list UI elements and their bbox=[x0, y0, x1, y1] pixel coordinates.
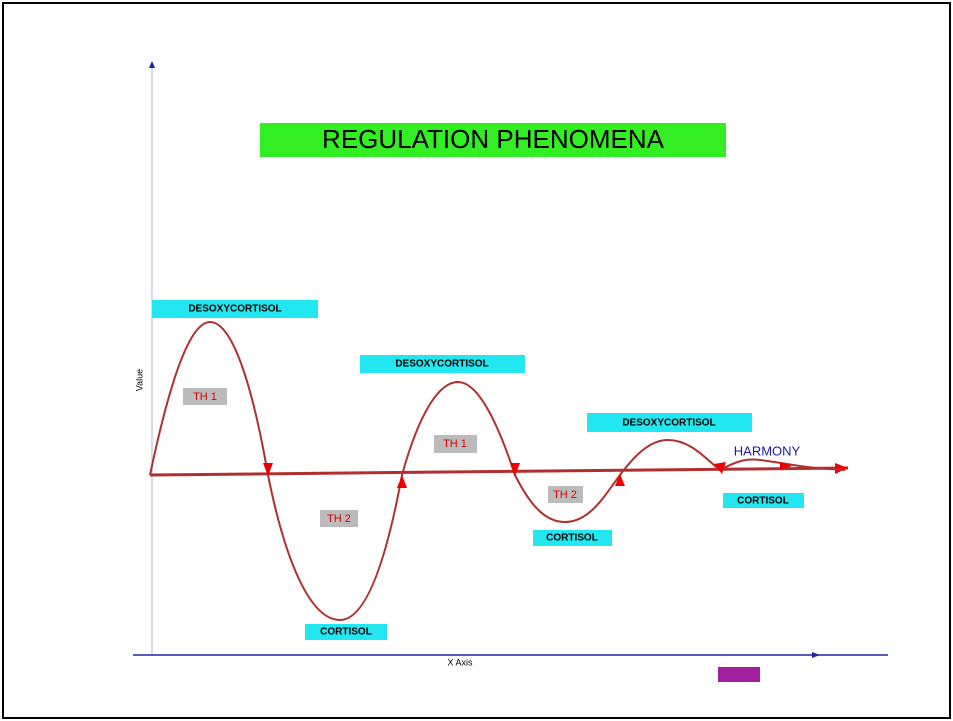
title-box bbox=[260, 123, 726, 157]
phase-label: TH 2 bbox=[553, 489, 577, 501]
peak-label: DESOXYCORTISOL bbox=[622, 418, 715, 429]
baseline-arrow bbox=[835, 463, 848, 474]
peak-label: DESOXYCORTISOL bbox=[395, 359, 488, 370]
cortisol-labels: CORTISOL CORTISOL CORTISOL bbox=[305, 493, 804, 640]
magenta-box bbox=[718, 667, 760, 682]
phase-label: TH 2 bbox=[327, 513, 351, 525]
baseline bbox=[149, 466, 849, 477]
phase-label: TH 1 bbox=[443, 438, 467, 450]
curve-arrows bbox=[263, 462, 792, 488]
y-axis-arrow bbox=[149, 61, 155, 68]
x-axis-arrow bbox=[812, 652, 820, 658]
oscillation-curve bbox=[149, 320, 846, 622]
title: REGULATION PHENOMENA bbox=[322, 124, 665, 154]
peak-label: DESOXYCORTISOL bbox=[188, 304, 281, 315]
trough-label: CORTISOL bbox=[546, 533, 598, 544]
phase-labels: TH 1 TH 2 TH 1 TH 2 bbox=[183, 388, 583, 527]
phase-label: TH 1 bbox=[193, 391, 217, 403]
y-axis-label: Value bbox=[134, 369, 144, 391]
trough-label: CORTISOL bbox=[737, 496, 789, 507]
trough-label: CORTISOL bbox=[320, 627, 372, 638]
harmony-label: HARMONY bbox=[734, 443, 801, 458]
x-axis-label: X Axis bbox=[447, 657, 473, 667]
desoxycortisol-labels: DESOXYCORTISOL DESOXYCORTISOL DESOXYCORT… bbox=[152, 300, 752, 432]
